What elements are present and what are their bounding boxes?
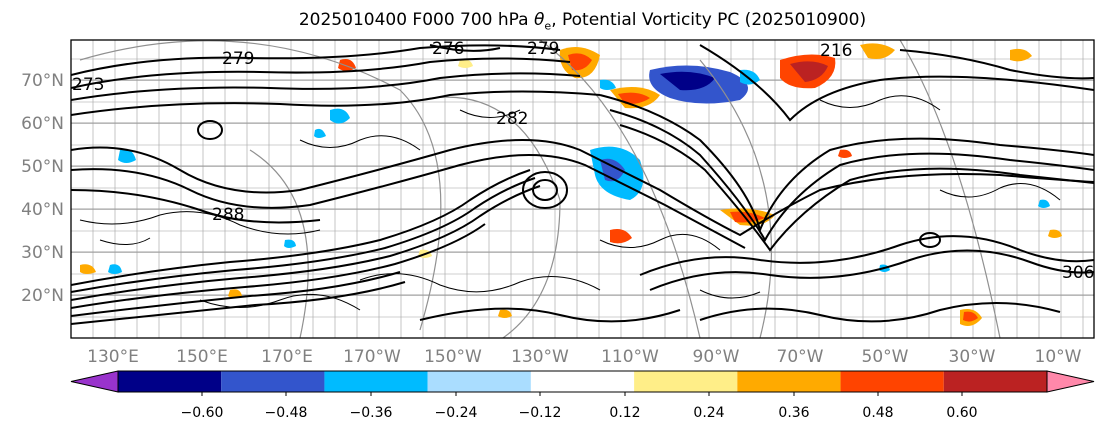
contour-label: 279 [222, 49, 254, 69]
pv-shading [80, 43, 1062, 326]
lat-tick-label: 20°N [21, 286, 64, 306]
colorbar-swatch [737, 371, 841, 392]
contour-label: 279 [527, 39, 559, 59]
contour-label: 288 [212, 205, 244, 225]
colorbar-tick-label: 0.36 [778, 405, 809, 421]
colorbar-low-arrow [70, 370, 119, 393]
contour-label: 282 [496, 109, 528, 129]
lon-tick-label: 70°W [777, 347, 824, 367]
lat-tick-label: 30°N [21, 243, 64, 263]
colorbar-tick-label: −0.24 [435, 405, 478, 421]
colorbar-tick-label: 0.60 [946, 405, 977, 421]
theta-e-contours [71, 44, 1094, 325]
colorbar-tick-label: 0.48 [862, 405, 893, 421]
lon-tick-label: 150°E [176, 347, 228, 367]
colorbar-swatch [324, 371, 428, 392]
contour-label: 273 [72, 75, 104, 95]
colorbar-swatch [221, 371, 325, 392]
map-area [71, 40, 1094, 338]
colorbar-high-arrow [1046, 370, 1095, 393]
projection-arcs [79, 40, 1001, 338]
lon-tick-label: 170°E [261, 347, 313, 367]
lat-tick-label: 60°N [21, 114, 64, 134]
contour-label: 276 [432, 39, 464, 59]
colorbar-tick-label: 0.12 [609, 405, 640, 421]
lon-tick-label: 110°W [601, 347, 659, 367]
lon-tick-label: 130°W [511, 347, 569, 367]
colorbar-tick-label: −0.12 [519, 405, 562, 421]
colorbar-swatch [634, 371, 738, 392]
colorbar-swatch [943, 371, 1047, 392]
colorbar-swatch [118, 371, 222, 392]
colorbar-tick-label: −0.60 [181, 405, 224, 421]
lat-tick-label: 70°N [21, 71, 64, 91]
theta-e-minor-contours [79, 95, 1061, 311]
lon-tick-label: 90°W [693, 347, 740, 367]
colorbar-tick-label: −0.36 [350, 405, 393, 421]
map-frame [70, 39, 1095, 339]
contour-label: 216 [820, 41, 852, 61]
lat-tick-label: 50°N [21, 157, 64, 177]
lon-tick-label: 30°W [949, 347, 996, 367]
colorbar-swatch [427, 371, 531, 392]
colorbar-tick-label: 0.24 [693, 405, 724, 421]
colorbar-swatch [530, 371, 635, 392]
colorbar-swatch [840, 371, 944, 392]
colorbar-tick-label: −0.48 [265, 405, 308, 421]
colorbar [70, 370, 1095, 393]
lon-tick-label: 50°W [862, 347, 909, 367]
lon-tick-label: 10°W [1035, 347, 1082, 367]
contour-label: 306 [1062, 263, 1094, 283]
lon-tick-label: 170°W [343, 347, 401, 367]
lat-lon-grid [71, 40, 1094, 338]
lon-tick-label: 130°E [87, 347, 139, 367]
lon-tick-label: 150°W [424, 347, 482, 367]
lat-tick-label: 40°N [21, 200, 64, 220]
map-title: 2025010400 F000 700 hPa θe, Potential Vo… [298, 10, 867, 33]
